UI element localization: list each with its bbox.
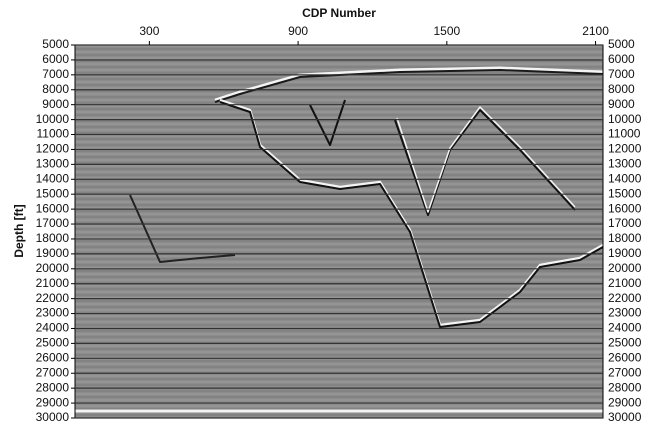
y-tick-label: 6000 (42, 52, 69, 66)
y-tick-label: 19000 (36, 246, 70, 260)
y-tick-label: 24000 (36, 321, 70, 335)
y-tick-label: 18000 (36, 231, 70, 245)
y-tick-label: 5000 (42, 37, 69, 51)
x-axis-title: CDP Number (302, 6, 376, 20)
y-tick-label-right: 6000 (608, 52, 635, 66)
y-tick-label: 13000 (36, 157, 70, 171)
y-tick-label-right: 5000 (608, 37, 635, 51)
y-tick-label-right: 9000 (608, 97, 635, 111)
y-tick-label-right: 21000 (608, 276, 642, 290)
y-tick-label-right: 27000 (608, 365, 642, 379)
y-tick-label-right: 30000 (608, 410, 642, 424)
y-tick-label-right: 19000 (608, 246, 642, 260)
y-tick-label: 12000 (36, 142, 70, 156)
y-tick-label: 9000 (42, 97, 69, 111)
y-tick-label-right: 24000 (608, 321, 642, 335)
y-tick-label: 16000 (36, 201, 70, 215)
y-tick-label: 8000 (42, 82, 69, 96)
y-tick-label: 22000 (36, 291, 70, 305)
y-tick-label-right: 7000 (608, 67, 635, 81)
y-tick-label: 30000 (36, 410, 70, 424)
y-tick-label: 7000 (42, 67, 69, 81)
y-tick-label-right: 29000 (608, 395, 642, 409)
y-tick-label-right: 10000 (608, 112, 642, 126)
y-tick-label-right: 15000 (608, 186, 642, 200)
y-tick-label: 23000 (36, 306, 70, 320)
y-tick-label: 20000 (36, 261, 70, 275)
y-tick-label: 17000 (36, 216, 70, 230)
y-tick-label-right: 20000 (608, 261, 642, 275)
y-tick-label-right: 18000 (608, 231, 642, 245)
y-tick-label-right: 26000 (608, 350, 642, 364)
y-tick-label: 14000 (36, 171, 70, 185)
y-axis-title: Depth [ft] (12, 204, 26, 257)
y-tick-label-right: 25000 (608, 336, 642, 350)
y-tick-label: 26000 (36, 350, 70, 364)
y-tick-label: 25000 (36, 336, 70, 350)
y-tick-label: 11000 (37, 127, 70, 141)
reflectors (75, 66, 604, 413)
y-tick-label-right: 8000 (608, 82, 635, 96)
x-tick-label: 900 (288, 24, 308, 38)
y-tick-label-right: 23000 (608, 306, 642, 320)
y-tick-label-right: 12000 (608, 142, 642, 156)
y-tick-label-right: 13000 (608, 157, 642, 171)
y-tick-label: 15000 (36, 186, 70, 200)
y-tick-label: 10000 (36, 112, 70, 126)
y-tick-label-right: 16000 (608, 201, 642, 215)
y-tick-label-right: 14000 (608, 171, 642, 185)
y-tick-label-right: 11000 (608, 127, 641, 141)
y-tick-label: 29000 (36, 395, 70, 409)
x-tick-label: 2100 (582, 24, 609, 38)
y-tick-label-right: 17000 (608, 216, 642, 230)
y-tick-label: 28000 (36, 380, 70, 394)
y-tick-label-right: 22000 (608, 291, 642, 305)
x-tick-label: 300 (139, 24, 159, 38)
y-tick-label-right: 28000 (608, 380, 642, 394)
y-tick-label: 21000 (36, 276, 70, 290)
x-tick-label: 1500 (433, 24, 460, 38)
y-tick-label: 27000 (36, 365, 70, 379)
